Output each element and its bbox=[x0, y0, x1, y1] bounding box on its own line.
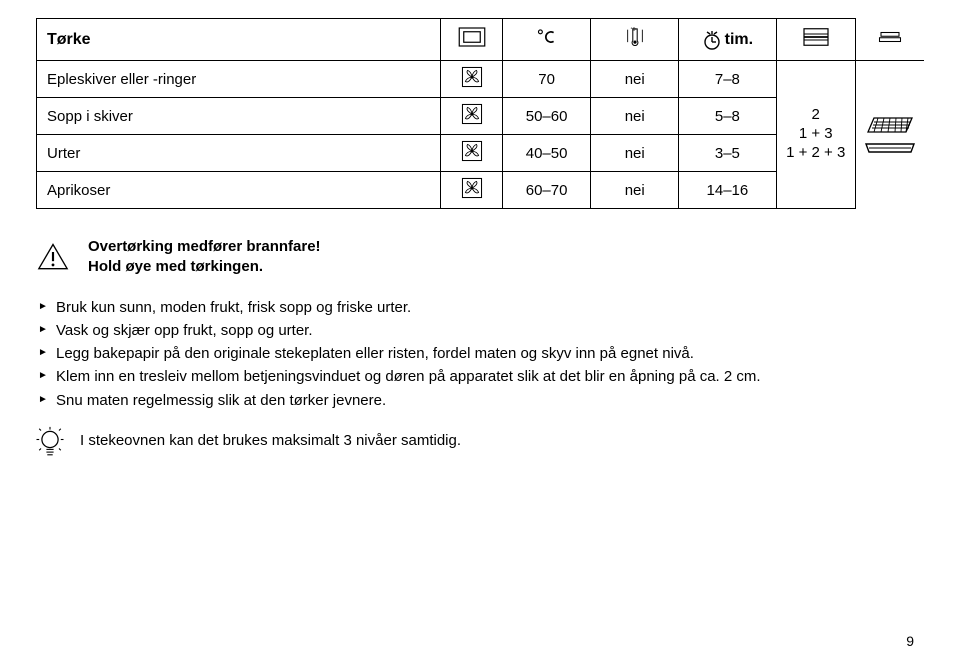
row-time: 5–8 bbox=[679, 98, 776, 135]
instruction-list: Bruk kun sunn, moden frukt, frisk sopp o… bbox=[38, 296, 924, 412]
level-line: 1 + 2 + 3 bbox=[777, 144, 855, 163]
row-time: 14–16 bbox=[679, 172, 776, 209]
warning-triangle-icon bbox=[36, 242, 70, 272]
row-name: Aprikoser bbox=[37, 172, 441, 209]
col-steam-icon: °C bbox=[591, 19, 679, 61]
list-item: Legg bakepapir på den originale stekepla… bbox=[38, 342, 924, 365]
level-line: 2 bbox=[777, 106, 855, 125]
tip-block: I stekeovnen kan det brukes maksimalt 3 … bbox=[36, 426, 924, 462]
row-temp: 60–70 bbox=[503, 172, 591, 209]
row-mode bbox=[441, 98, 503, 135]
svg-text:°C: °C bbox=[630, 26, 636, 31]
row-mode bbox=[441, 135, 503, 172]
shelf-level-icon bbox=[801, 25, 831, 49]
col-time-icon: tim. bbox=[679, 19, 776, 61]
table-title: Tørke bbox=[37, 19, 441, 61]
list-item: Klem inn en tresleiv mellom betjeningsvi… bbox=[38, 365, 924, 388]
list-item: Bruk kun sunn, moden frukt, frisk sopp o… bbox=[38, 296, 924, 319]
levels-cell: 2 1 + 3 1 + 2 + 3 bbox=[776, 61, 855, 209]
col-mode-icon bbox=[441, 19, 503, 61]
row-mode bbox=[441, 172, 503, 209]
time-label: tim. bbox=[725, 31, 753, 49]
fan-icon bbox=[461, 140, 483, 162]
list-item: Snu maten regelmessig slik at den tørker… bbox=[38, 389, 924, 412]
col-shelf-icon bbox=[776, 19, 855, 61]
col-temp-icon bbox=[503, 19, 591, 61]
fan-icon bbox=[461, 177, 483, 199]
baking-tray-icon bbox=[864, 140, 916, 156]
row-name: Epleskiver eller -ringer bbox=[37, 61, 441, 98]
fan-icon bbox=[461, 103, 483, 125]
row-name: Sopp i skiver bbox=[37, 98, 441, 135]
row-steam: nei bbox=[591, 172, 679, 209]
drying-table: Tørke °C bbox=[36, 18, 924, 209]
tray-stack-icon bbox=[875, 25, 905, 49]
table-header-row: Tørke °C bbox=[37, 19, 925, 61]
page-number: 9 bbox=[906, 633, 914, 649]
wire-rack-icon bbox=[864, 114, 916, 136]
thermometer-steam-icon: °C bbox=[624, 26, 646, 48]
warning-text: Overtørking medfører brannfare! Hold øye… bbox=[88, 237, 321, 278]
col-accessory-icon bbox=[855, 19, 924, 61]
warning-line2: Hold øye med tørkingen. bbox=[88, 257, 321, 277]
row-temp: 70 bbox=[503, 61, 591, 98]
row-steam: nei bbox=[591, 135, 679, 172]
row-steam: nei bbox=[591, 61, 679, 98]
celsius-icon bbox=[536, 26, 558, 48]
level-line: 1 + 3 bbox=[777, 125, 855, 144]
table-row: Epleskiver eller -ringer 70 nei 7–8 2 1 … bbox=[37, 61, 925, 98]
fan-icon bbox=[461, 66, 483, 88]
tip-text: I stekeovnen kan det brukes maksimalt 3 … bbox=[80, 426, 461, 449]
row-temp: 40–50 bbox=[503, 135, 591, 172]
accessory-cell bbox=[855, 61, 924, 209]
clock-icon bbox=[702, 29, 722, 51]
row-time: 7–8 bbox=[679, 61, 776, 98]
row-temp: 50–60 bbox=[503, 98, 591, 135]
warning-line1: Overtørking medfører brannfare! bbox=[88, 237, 321, 257]
row-steam: nei bbox=[591, 98, 679, 135]
row-name: Urter bbox=[37, 135, 441, 172]
list-item: Vask og skjær opp frukt, sopp og urter. bbox=[38, 319, 924, 342]
lightbulb-icon bbox=[36, 426, 64, 462]
row-mode bbox=[441, 61, 503, 98]
row-time: 3–5 bbox=[679, 135, 776, 172]
oven-window-icon bbox=[457, 25, 487, 49]
warning-block: Overtørking medfører brannfare! Hold øye… bbox=[36, 237, 924, 278]
